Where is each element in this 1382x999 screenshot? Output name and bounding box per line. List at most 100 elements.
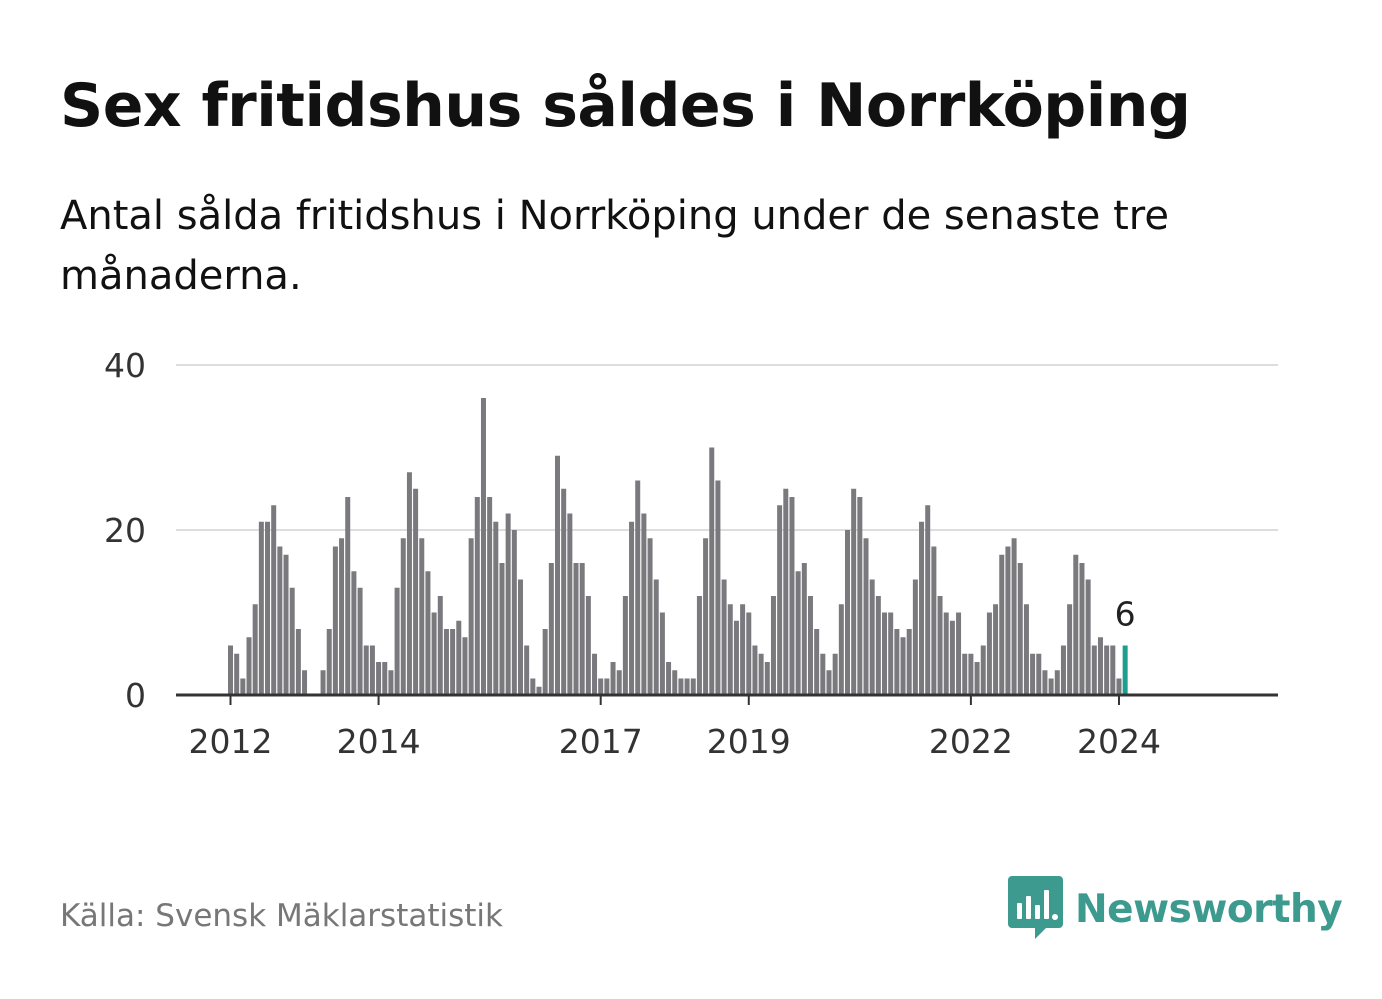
bar [382,662,388,695]
bar [462,637,468,695]
bar [746,612,752,695]
bar [443,629,449,695]
bar [585,596,591,695]
bar [1110,645,1116,695]
bar [1042,670,1048,695]
bar [795,571,801,695]
bar [1079,563,1085,695]
bar [228,645,233,695]
bar [517,579,523,695]
bar [956,612,962,695]
bar [369,645,375,695]
bar [832,653,838,695]
bar [943,612,949,695]
newsworthy-logo-icon [1008,876,1063,939]
bar [721,579,727,695]
bar [456,620,462,695]
bar [733,620,739,695]
bar [1011,538,1017,695]
bar [271,505,277,695]
bar [770,596,776,695]
bar [672,670,678,695]
bar [1023,604,1029,695]
bar [499,563,505,695]
bar [592,653,598,695]
bar [888,612,894,695]
bar [351,571,357,695]
bar [598,678,604,695]
bar [511,530,517,695]
bar [838,604,844,695]
bar [980,645,986,695]
bar [283,554,289,695]
bar [376,662,382,695]
bar [425,571,431,695]
bar [807,596,813,695]
bar [968,653,974,695]
bar [573,563,579,695]
bar [326,629,332,695]
bar [845,530,850,695]
bar [542,629,548,695]
bar [524,645,530,695]
bar [647,538,653,695]
bar [900,637,906,695]
chart-title: Sex fritidshus såldes i Norrköping [60,71,1191,141]
bar [758,653,764,695]
bar [622,596,628,695]
x-tick-label: 2014 [337,722,421,761]
bar [413,488,419,695]
bar [320,670,326,695]
bar [610,662,616,695]
bar [431,612,437,695]
bar [919,521,925,695]
bar [265,521,271,695]
bar [1067,604,1073,695]
bar [561,488,567,695]
bar [1085,579,1091,695]
bar [1091,645,1097,695]
bar [419,538,425,695]
bar [339,538,345,695]
bar [974,662,980,695]
bar [240,678,246,695]
bar [548,563,554,695]
bar [696,596,702,695]
bar [493,521,499,695]
bar [1017,563,1023,695]
bar [962,653,968,695]
bar [567,513,573,695]
bar [863,538,869,695]
bar [690,678,696,695]
bar [629,521,635,695]
y-tick-label: 20 [104,511,146,550]
bar [357,587,363,695]
bar [1030,653,1036,695]
bar [252,604,258,695]
bar [555,455,561,695]
bar [684,678,690,695]
bar [468,538,474,695]
bar [1060,645,1066,695]
bar [986,612,992,695]
bar [505,513,511,695]
bar [820,653,826,695]
bar [1036,653,1042,695]
bar [400,538,406,695]
x-tick-label: 2017 [559,722,643,761]
bar [332,546,338,695]
bar [363,645,369,695]
bar [949,620,955,695]
bar [937,596,943,695]
bar [604,678,610,695]
bar [474,497,480,695]
bar [783,488,789,695]
bar [394,587,400,695]
y-tick-label: 0 [125,676,146,715]
bar [487,497,493,695]
bar [709,447,715,695]
bar [993,604,999,695]
bar [1073,554,1079,695]
latest-value-label: 6 [1115,595,1136,634]
bar [653,579,659,695]
